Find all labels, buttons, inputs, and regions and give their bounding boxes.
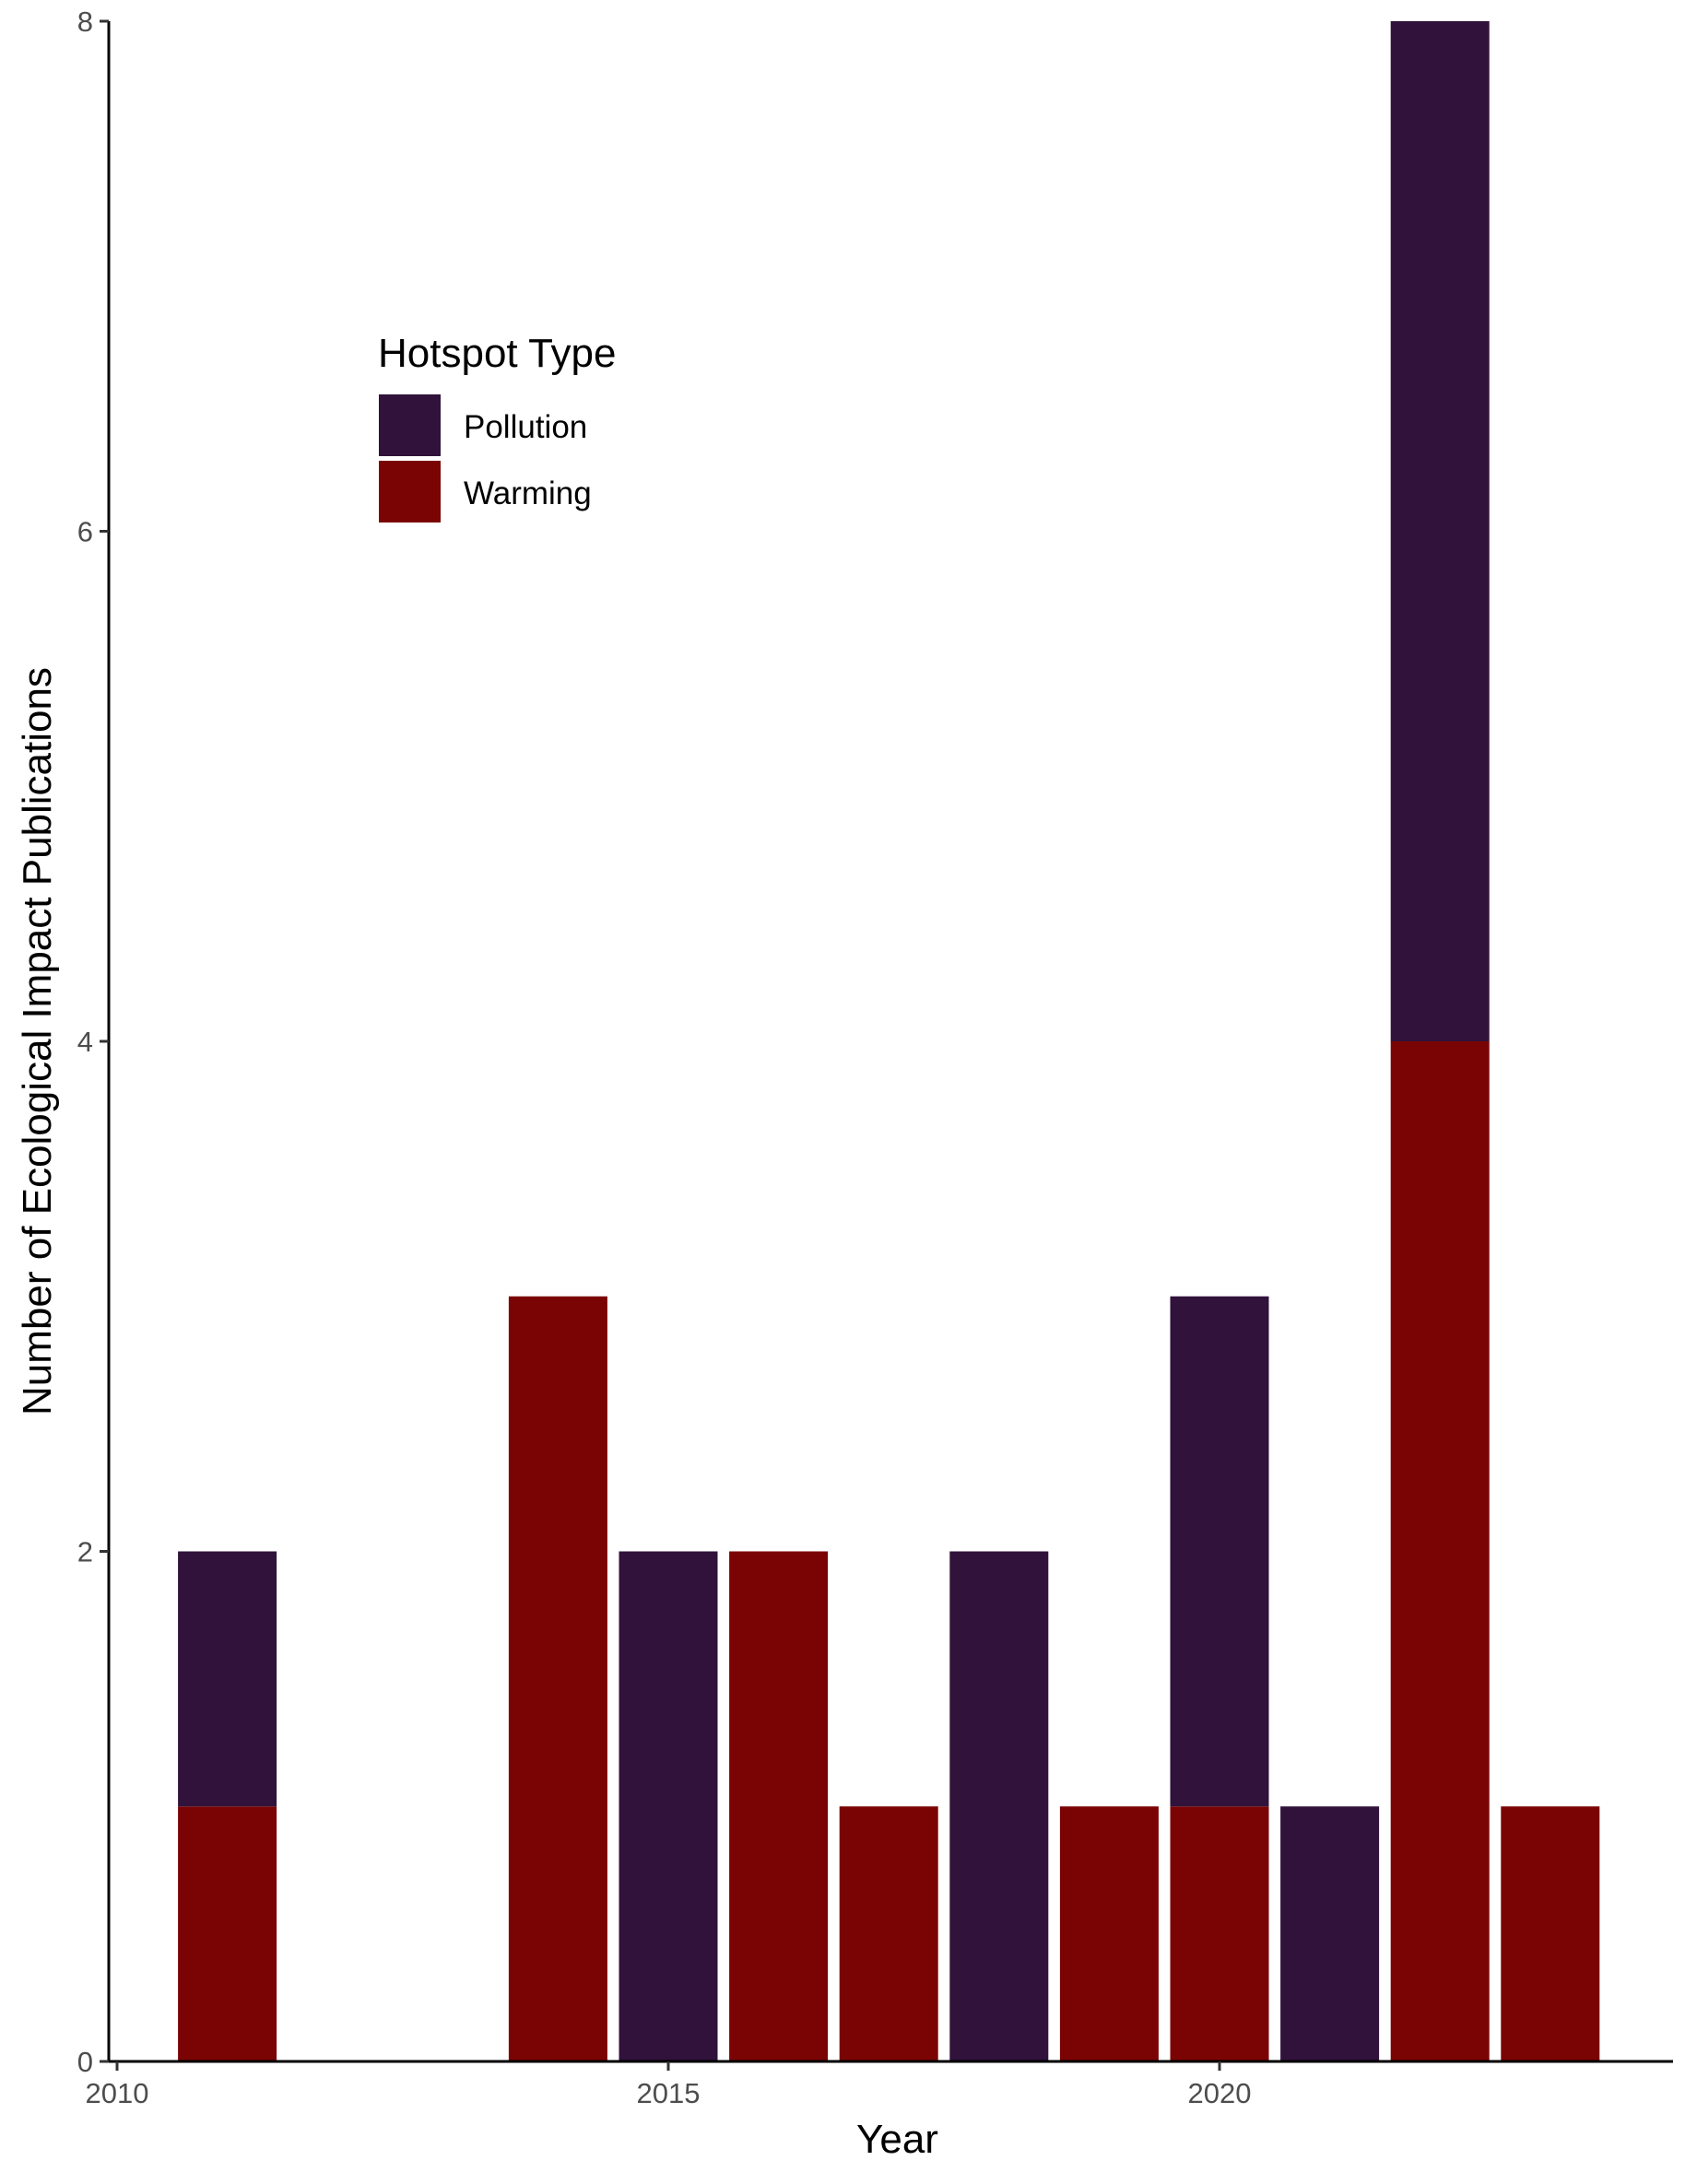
bar-warming-2014 — [508, 1296, 607, 2061]
y-axis-title: Number of Ecological Impact Publications — [15, 667, 60, 1415]
legend-swatch-pollution — [379, 394, 441, 456]
x-tick-label: 2020 — [1188, 2077, 1252, 2109]
y-ticks: 0 2 4 6 8 — [77, 6, 109, 2078]
x-ticks: 2010 2015 2020 — [86, 2061, 1252, 2109]
legend-items: Pollution Warming — [379, 394, 592, 523]
x-tick-label: 2015 — [637, 2077, 701, 2109]
bar-warming-2020 — [1170, 1806, 1269, 2061]
legend-label-warming: Warming — [464, 476, 592, 511]
legend-swatch-warming — [379, 461, 441, 523]
legend: Hotspot Type Pollution Warming — [378, 331, 616, 523]
bar-warming-2022 — [1390, 1041, 1490, 2061]
bar-pollution-2015 — [619, 1551, 718, 2061]
bar-warming-2011 — [178, 1806, 277, 2061]
bar-pollution-2020 — [1170, 1296, 1269, 1807]
bar-pollution-2021 — [1280, 1806, 1380, 2061]
bar-warming-2023 — [1501, 1806, 1600, 2061]
bars-layer — [178, 21, 1600, 2061]
bar-pollution-2011 — [178, 1551, 277, 1807]
x-tick-label: 2010 — [86, 2077, 149, 2109]
bar-warming-2017 — [839, 1806, 938, 2061]
y-tick-label: 8 — [77, 6, 93, 38]
legend-title: Hotspot Type — [378, 331, 616, 376]
bar-warming-2019 — [1059, 1806, 1159, 2061]
y-tick-label: 2 — [77, 1536, 93, 1568]
legend-label-pollution: Pollution — [464, 409, 587, 445]
bar-pollution-2018 — [949, 1551, 1049, 2061]
bar-warming-2016 — [729, 1551, 829, 2061]
bar-pollution-2022 — [1390, 21, 1490, 1041]
y-tick-label: 0 — [77, 2046, 93, 2078]
y-tick-label: 4 — [77, 1026, 93, 1058]
y-tick-label: 6 — [77, 516, 93, 548]
x-axis-title: Year — [856, 2117, 938, 2162]
